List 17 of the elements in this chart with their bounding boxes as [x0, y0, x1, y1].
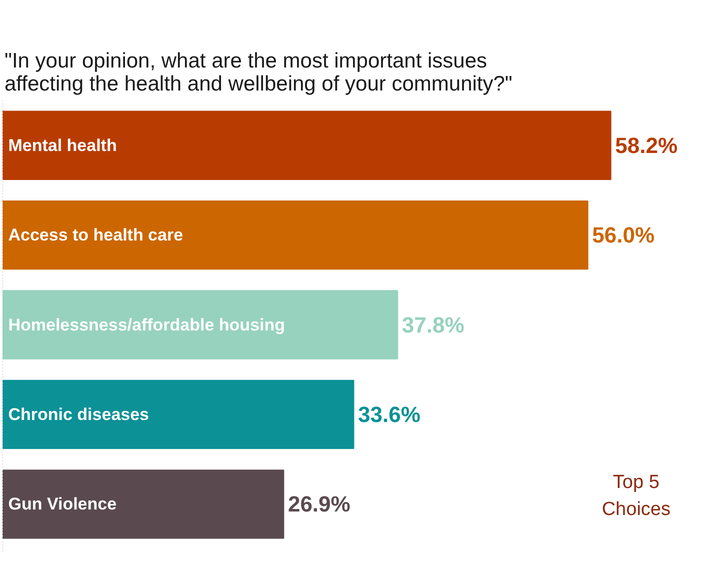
y-tick-label: Chronic diseases — [8, 404, 150, 424]
bar — [2, 290, 398, 360]
data-label: 56.0% — [592, 222, 655, 248]
bar — [2, 380, 354, 450]
y-tick-label: Homelessness/affordable housing — [8, 315, 286, 334]
y-tick-label: Access to health care — [8, 226, 184, 245]
data-label: 37.8% — [402, 312, 464, 338]
bar — [2, 200, 588, 270]
data-label: 33.6% — [358, 402, 420, 427]
data-label: 58.2% — [615, 132, 678, 158]
annotation: Top 5 Choices — [602, 472, 670, 520]
y-tick-label: Gun Violence — [8, 494, 117, 514]
y-tick-label: Mental health — [8, 136, 117, 155]
bar — [2, 110, 612, 180]
chart-title: "In your opinion, what are the most important issues affecting the health and wellbeing of your community?" — [4, 50, 512, 96]
bar — [2, 470, 284, 539]
data-label: 26.9% — [288, 492, 350, 517]
